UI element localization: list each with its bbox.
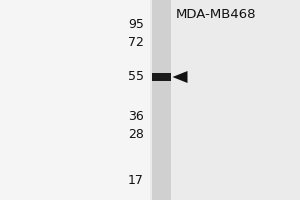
FancyBboxPatch shape xyxy=(152,73,171,80)
Text: 72: 72 xyxy=(128,36,144,48)
Text: MDA-MB468: MDA-MB468 xyxy=(176,8,256,21)
Polygon shape xyxy=(172,71,188,83)
Text: 55: 55 xyxy=(128,71,144,84)
Text: 17: 17 xyxy=(128,173,144,186)
Text: 95: 95 xyxy=(128,19,144,31)
Text: 28: 28 xyxy=(128,128,144,140)
Text: 36: 36 xyxy=(128,110,144,123)
FancyBboxPatch shape xyxy=(150,0,300,200)
FancyBboxPatch shape xyxy=(152,0,171,200)
